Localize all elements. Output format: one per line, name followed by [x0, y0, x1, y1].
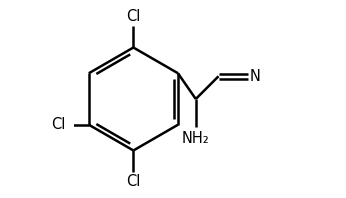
Text: N: N — [249, 69, 260, 84]
Text: Cl: Cl — [126, 9, 140, 24]
Text: Cl: Cl — [126, 174, 140, 189]
Text: NH₂: NH₂ — [182, 131, 210, 146]
Text: Cl: Cl — [51, 117, 65, 132]
